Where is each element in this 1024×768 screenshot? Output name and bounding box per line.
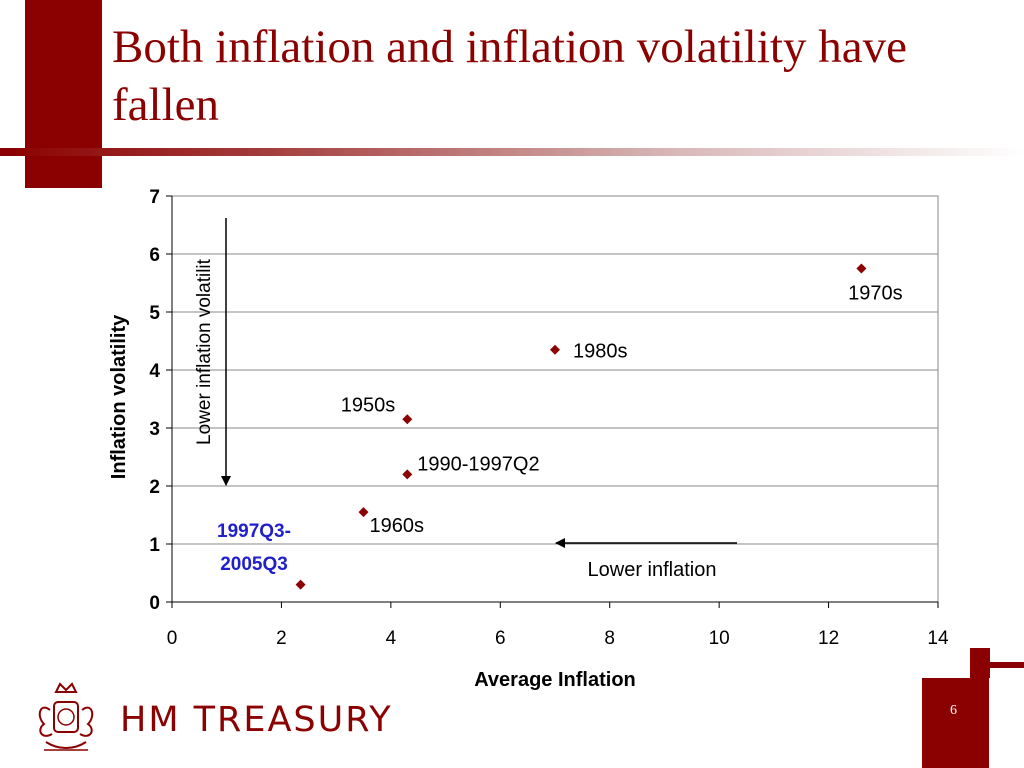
highlight-label-line-1: 1997Q3-: [217, 521, 291, 542]
point-label: 1970s: [848, 283, 903, 305]
x-axis-title: Average Inflation: [474, 669, 636, 691]
vertical-arrow-label: Lower inflation volatilit: [194, 258, 215, 445]
y-tick-label: 2: [149, 477, 160, 498]
footer-accent-stub: [970, 648, 990, 678]
x-tick-label: 8: [604, 628, 615, 649]
x-tick-label: 12: [818, 628, 839, 649]
y-tick-label: 6: [149, 245, 160, 266]
x-tick-label: 4: [386, 628, 397, 649]
footer-accent-line: [970, 662, 1024, 668]
x-tick-label: 6: [495, 628, 506, 649]
data-point: [402, 414, 413, 425]
data-point: [295, 579, 306, 590]
x-tick-label: 10: [709, 628, 730, 649]
x-tick-label: 14: [927, 628, 949, 649]
point-label: 1960s: [370, 515, 425, 537]
x-tick-label: 0: [167, 628, 178, 649]
y-tick-label: 4: [149, 361, 160, 382]
highlight-label-line-2: 2005Q3: [220, 554, 288, 575]
hm-treasury-logo-text: HM TREASURY: [120, 700, 393, 740]
data-point: [402, 469, 413, 480]
title-accent-bar: [25, 0, 102, 188]
footer-accent-bar: [922, 678, 989, 768]
y-tick-label: 7: [149, 187, 160, 208]
y-axis-title: Inflation volatility: [108, 314, 130, 479]
page-title: Both inflation and inflation volatility …: [112, 21, 907, 131]
y-tick-label: 3: [149, 419, 160, 440]
title-underline: [0, 148, 1024, 156]
royal-crest-icon: [38, 682, 94, 751]
y-tick-label: 0: [149, 593, 160, 614]
data-point: [358, 507, 369, 518]
point-label: 1980s: [573, 341, 628, 363]
plot-area: [171, 195, 939, 603]
data-point: [550, 344, 560, 355]
y-tick-label: 5: [149, 303, 160, 324]
data-point: [856, 263, 867, 274]
page-number: 6: [950, 703, 957, 718]
x-tick-label: 2: [276, 628, 287, 649]
point-label: 1950s: [341, 394, 396, 416]
horizontal-arrow-label: Lower inflation: [588, 559, 717, 581]
point-label: 1990-1997Q2: [417, 453, 539, 475]
y-tick-label: 1: [149, 535, 160, 556]
